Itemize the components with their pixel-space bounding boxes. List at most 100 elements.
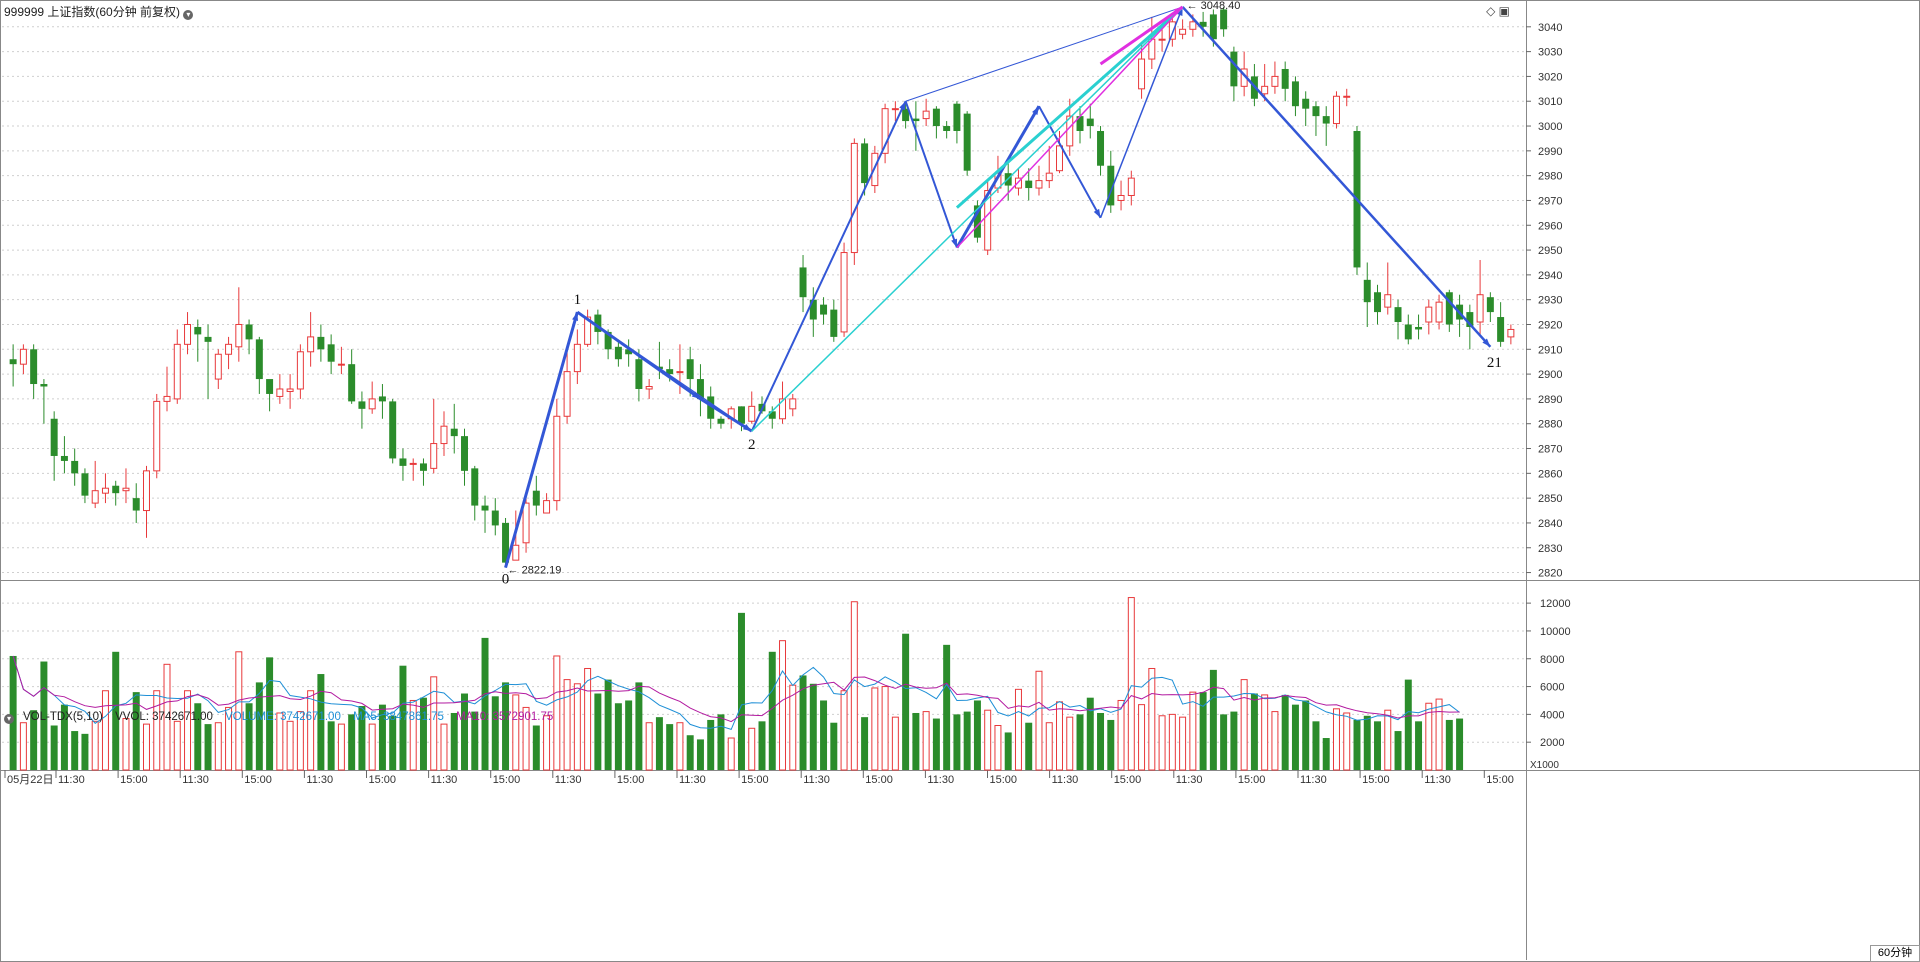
volume-bar bbox=[91, 720, 99, 771]
time-tick-label: 15:00 bbox=[244, 774, 272, 786]
candle-body bbox=[1363, 279, 1371, 303]
time-tick-label: 15:00 bbox=[1362, 774, 1390, 786]
candle-body bbox=[1497, 317, 1505, 342]
chevron-down-icon[interactable]: ▾ bbox=[183, 10, 194, 20]
period-button[interactable]: 60分钟 bbox=[1870, 945, 1920, 962]
chevron-down-icon[interactable]: ▾ bbox=[4, 714, 14, 724]
volume-bar bbox=[1230, 711, 1238, 770]
volume-bar bbox=[1076, 714, 1084, 770]
volume-bar bbox=[491, 696, 499, 770]
volume-tick-label: 2000 bbox=[1540, 737, 1564, 749]
volume-bar bbox=[573, 683, 581, 771]
volume-bar bbox=[1425, 702, 1433, 771]
volume-bar bbox=[758, 721, 766, 770]
volume-bar bbox=[686, 735, 694, 770]
volume-bar bbox=[984, 709, 992, 771]
wave-arrow-head bbox=[951, 238, 958, 248]
candle-body bbox=[19, 348, 27, 365]
time-tick-label: 15:00 bbox=[369, 774, 397, 786]
price-tick-label: 2960 bbox=[1538, 220, 1562, 232]
volume-bar bbox=[1343, 712, 1351, 771]
volume-bar bbox=[153, 690, 161, 771]
candle-body bbox=[881, 108, 889, 154]
candle-body bbox=[409, 462, 417, 465]
candle-body bbox=[1220, 9, 1228, 30]
volume-bar bbox=[994, 725, 1002, 771]
candle-body bbox=[214, 353, 222, 380]
vol-indicator-label: VOL-TDX(5,10) bbox=[23, 711, 103, 723]
volume-bar bbox=[563, 679, 571, 771]
volume-bar bbox=[512, 694, 520, 771]
volume-bar bbox=[1004, 732, 1012, 770]
candle-body bbox=[737, 406, 745, 424]
volume-bar bbox=[1168, 713, 1176, 771]
price-tick-label: 2930 bbox=[1538, 295, 1562, 307]
volume-bar bbox=[1199, 692, 1207, 770]
candle-body bbox=[1261, 85, 1269, 95]
time-tick-label: 15:00 bbox=[865, 774, 893, 786]
volume-bar bbox=[317, 674, 325, 770]
volume-bar bbox=[1240, 679, 1248, 771]
volume-bar bbox=[296, 711, 304, 771]
volume-bar bbox=[502, 682, 510, 770]
candle-body bbox=[635, 359, 643, 389]
toolbar-icons: ◇ ▣ bbox=[1486, 4, 1510, 18]
time-tick-label: 11:30 bbox=[58, 774, 85, 786]
time-tick-label: 11:30 bbox=[927, 774, 954, 786]
candle-body bbox=[768, 411, 776, 419]
volume-bar bbox=[307, 690, 315, 771]
volume-bar bbox=[696, 739, 704, 770]
candle-body bbox=[1209, 14, 1217, 40]
candle-body bbox=[266, 379, 274, 394]
window-icon[interactable]: ▣ bbox=[1498, 4, 1510, 18]
volume-bar bbox=[276, 712, 284, 771]
candle-body bbox=[1230, 51, 1238, 87]
time-tick-label: 11:30 bbox=[803, 774, 830, 786]
volume-bar bbox=[1209, 669, 1217, 770]
candle-body bbox=[625, 349, 633, 355]
candle-body bbox=[286, 388, 294, 392]
time-tick-label: 15:00 bbox=[120, 774, 148, 786]
price-tick-label: 2850 bbox=[1538, 493, 1562, 505]
candle-body bbox=[1045, 172, 1053, 182]
wave-arrow bbox=[904, 100, 958, 248]
volume-bar bbox=[440, 723, 448, 771]
candle-body bbox=[594, 314, 602, 332]
wave-arrow-head bbox=[899, 101, 906, 111]
volume-bar bbox=[50, 725, 58, 770]
candle-body bbox=[471, 468, 479, 506]
price-tick-label: 2970 bbox=[1538, 195, 1562, 207]
volume-bar bbox=[9, 655, 17, 770]
price-tick-label: 2830 bbox=[1538, 543, 1562, 555]
volume-bar bbox=[225, 706, 233, 771]
candle-body bbox=[861, 143, 869, 184]
volume-bar bbox=[871, 687, 879, 771]
cyan-thick-line bbox=[955, 5, 1184, 209]
volume-bar bbox=[399, 665, 407, 770]
candle-body bbox=[348, 364, 356, 402]
candle-body bbox=[573, 343, 581, 373]
volume-bar bbox=[861, 717, 869, 770]
wave-thin-line bbox=[577, 311, 753, 432]
candle-body bbox=[1168, 21, 1176, 40]
volume-bar bbox=[132, 692, 140, 770]
volume-bar bbox=[891, 716, 899, 771]
candle-body bbox=[9, 359, 17, 365]
volume-bar bbox=[19, 722, 27, 771]
candle-body bbox=[922, 110, 930, 120]
candle-body bbox=[153, 400, 161, 472]
diamond-icon[interactable]: ◇ bbox=[1486, 4, 1496, 18]
price-tick-label: 2910 bbox=[1538, 344, 1562, 356]
volume-bar bbox=[30, 710, 38, 770]
volume-bar bbox=[1281, 694, 1289, 770]
volume-bar bbox=[1415, 721, 1423, 770]
volume-bar bbox=[943, 644, 951, 770]
volume-bar bbox=[1045, 722, 1053, 771]
volume-bar bbox=[594, 693, 602, 770]
volume-bar bbox=[1158, 715, 1166, 771]
volume-bar bbox=[1189, 691, 1197, 771]
wave-arrow-head bbox=[1093, 208, 1101, 218]
candle-body bbox=[30, 349, 38, 385]
